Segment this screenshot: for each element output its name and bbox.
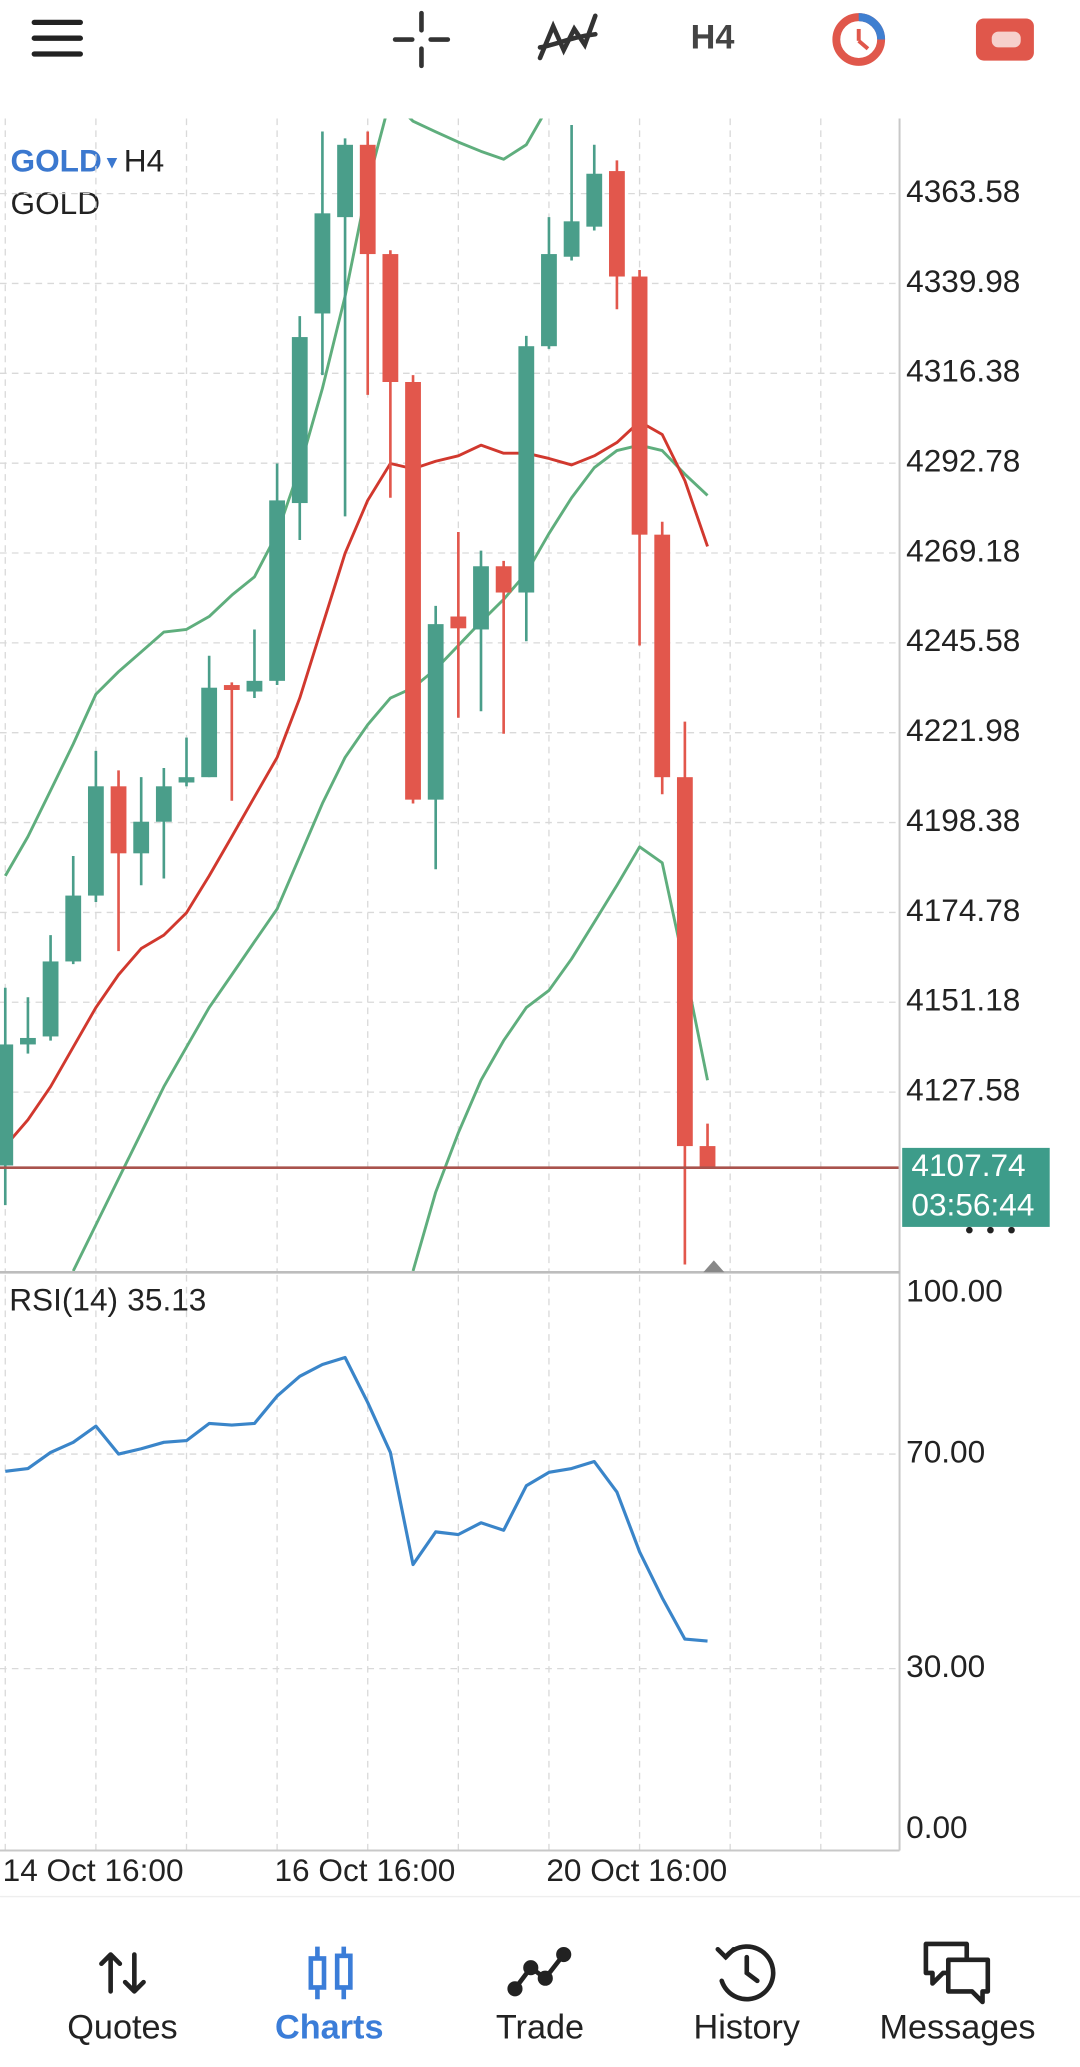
y-tick-label: 4292.78 xyxy=(906,443,1020,479)
nav-label[interactable]: Quotes xyxy=(67,2009,177,2047)
candle-body xyxy=(586,173,603,227)
candle-body xyxy=(518,346,535,593)
timeframe-button[interactable]: H4 xyxy=(691,19,735,57)
candle-body xyxy=(473,566,489,630)
candle-body xyxy=(110,786,127,854)
symbol: GOLD xyxy=(11,143,102,179)
candle-body xyxy=(676,777,693,1147)
candle-body xyxy=(495,566,512,593)
timeframe-label: H4 xyxy=(124,143,164,179)
y-tick-label: 4269.18 xyxy=(906,532,1020,568)
last-price-box xyxy=(902,1147,1050,1227)
candle-body xyxy=(609,171,625,277)
candle-body xyxy=(223,685,240,690)
candle-body xyxy=(359,144,376,255)
candle-body xyxy=(563,221,580,257)
rsi-plot xyxy=(5,1355,708,1643)
candle-body xyxy=(314,213,331,314)
candle-body xyxy=(541,254,557,347)
trading-clock-button[interactable] xyxy=(832,13,886,66)
candle-body xyxy=(654,534,671,778)
candle-body xyxy=(246,680,263,692)
y-tick-label: 0.00 xyxy=(906,1809,968,1845)
one-click-trading-button[interactable] xyxy=(975,18,1034,61)
y-tick-label: 70.00 xyxy=(906,1433,985,1469)
menu-button[interactable] xyxy=(31,19,83,57)
nav-label[interactable]: History xyxy=(694,2009,801,2047)
candle-body xyxy=(382,254,399,382)
candle-body xyxy=(20,1037,36,1045)
indicator-line xyxy=(411,845,709,1271)
symbol-dropdown-arrow[interactable] xyxy=(106,158,118,169)
messages-icon[interactable] xyxy=(923,1941,991,2005)
trade-icon[interactable] xyxy=(507,1946,572,1997)
y-tick-label: 4151.18 xyxy=(906,982,1020,1018)
x-tick-label: 20 Oct 16:00 xyxy=(546,1852,727,1888)
y-tick-label: 4316.38 xyxy=(906,353,1020,389)
charts-icon[interactable] xyxy=(308,1946,353,2000)
candle-body xyxy=(291,337,308,504)
candle-body xyxy=(0,1044,14,1166)
candle-body xyxy=(269,500,286,681)
candle-body xyxy=(699,1146,716,1168)
indicator-name: RSI(14) xyxy=(9,1282,118,1318)
candle-body xyxy=(155,786,172,822)
candle-body xyxy=(405,381,421,800)
y-tick-label: 4198.38 xyxy=(906,802,1020,838)
y-tick-label: 4363.58 xyxy=(906,173,1020,209)
candle-body xyxy=(133,821,150,854)
candle-body xyxy=(42,961,59,1037)
indicator-value: 35.13 xyxy=(127,1282,206,1318)
candle-body xyxy=(178,777,195,783)
indicator-title: RSI(14) 35.13 xyxy=(9,1282,206,1318)
labels: 4363.58 4339.98 4316.38 4292.78 4269.18 4245.… xyxy=(3,173,1050,1888)
y-tick-label: 4339.98 xyxy=(906,263,1020,299)
y-tick-label: 100.00 xyxy=(906,1272,1003,1308)
y-tick-label: 4127.58 xyxy=(906,1071,1020,1107)
indicator-line xyxy=(5,1355,708,1643)
candle-body xyxy=(450,616,467,629)
indicator-line xyxy=(71,443,709,1271)
y-tick-label: 4174.78 xyxy=(906,892,1020,928)
rsi-grid xyxy=(0,1274,900,1851)
history-icon[interactable] xyxy=(715,1944,776,2002)
y-tick-label: 4221.98 xyxy=(906,712,1020,748)
x-tick-label: 16 Oct 16:00 xyxy=(274,1852,455,1888)
candle-body xyxy=(337,144,353,218)
x-tick-label: 14 Oct 16:00 xyxy=(3,1852,184,1888)
main-plot xyxy=(0,118,900,1271)
axes xyxy=(0,118,1015,1852)
y-tick-label: 4245.58 xyxy=(906,622,1020,658)
nav-label[interactable]: Charts xyxy=(275,2009,383,2047)
candle-body xyxy=(87,786,104,896)
symbol-description: GOLD xyxy=(11,185,101,221)
crosshair-button[interactable] xyxy=(392,10,451,69)
symbol-label: GOLD xyxy=(11,143,102,179)
indicators-button[interactable] xyxy=(537,13,598,61)
indicator-line xyxy=(4,420,709,1148)
candle-body xyxy=(631,276,648,535)
candle-body xyxy=(427,624,444,800)
quotes-icon[interactable] xyxy=(99,1952,146,1994)
bottom-nav: Quotes Charts Trade History Messages xyxy=(67,2009,1035,2047)
y-tick-label: 30.00 xyxy=(906,1648,985,1684)
nav-label[interactable]: Messages xyxy=(879,2009,1035,2047)
last-price-label: 4107.74 xyxy=(911,1147,1025,1183)
candle-body xyxy=(201,687,218,778)
nav-label[interactable]: Trade xyxy=(496,2009,584,2047)
candle-body xyxy=(65,895,82,962)
countdown-label: 03:56:44 xyxy=(911,1186,1034,1222)
